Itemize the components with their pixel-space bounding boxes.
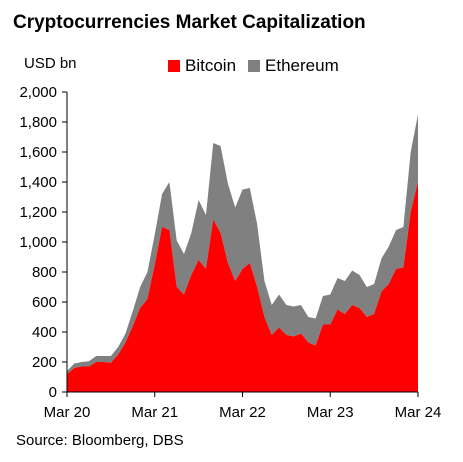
bitcoin-area [67, 182, 418, 392]
chart-source-note: Source: Bloomberg, DBS [16, 432, 184, 449]
legend-item-bitcoin: Bitcoin [168, 56, 236, 76]
x-tick-label: Mar 21 [131, 404, 178, 421]
legend-item-ethereum: Ethereum [248, 56, 339, 76]
chart-legend: Bitcoin Ethereum [168, 56, 351, 76]
legend-label-bitcoin: Bitcoin [185, 56, 237, 75]
y-axis-units-label: USD bn [24, 55, 77, 72]
y-tick-label: 200 [32, 354, 57, 371]
x-tick-label: Mar 24 [395, 404, 442, 421]
y-tick-label: 0 [49, 384, 57, 401]
ethereum-area [67, 114, 418, 374]
y-tick-label: 1,200 [19, 204, 57, 221]
x-tick-label: Mar 22 [219, 404, 266, 421]
y-tick-label: 600 [32, 294, 57, 311]
legend-swatch-ethereum [248, 60, 261, 72]
y-tick-label: 800 [32, 264, 57, 281]
x-tick-label: Mar 23 [307, 404, 354, 421]
y-tick-label: 1,600 [19, 144, 57, 161]
legend-swatch-bitcoin [168, 60, 180, 72]
y-tick-label: 1,000 [19, 234, 57, 251]
y-tick-label: 400 [32, 324, 57, 341]
y-tick-label: 1,400 [19, 174, 57, 191]
chart-title: Cryptocurrencies Market Capitalization [13, 12, 366, 33]
legend-label-ethereum: Ethereum [265, 56, 339, 75]
y-tick-label: 2,000 [19, 84, 57, 101]
y-tick-label: 1,800 [19, 114, 57, 131]
x-tick-label: Mar 20 [44, 404, 91, 421]
